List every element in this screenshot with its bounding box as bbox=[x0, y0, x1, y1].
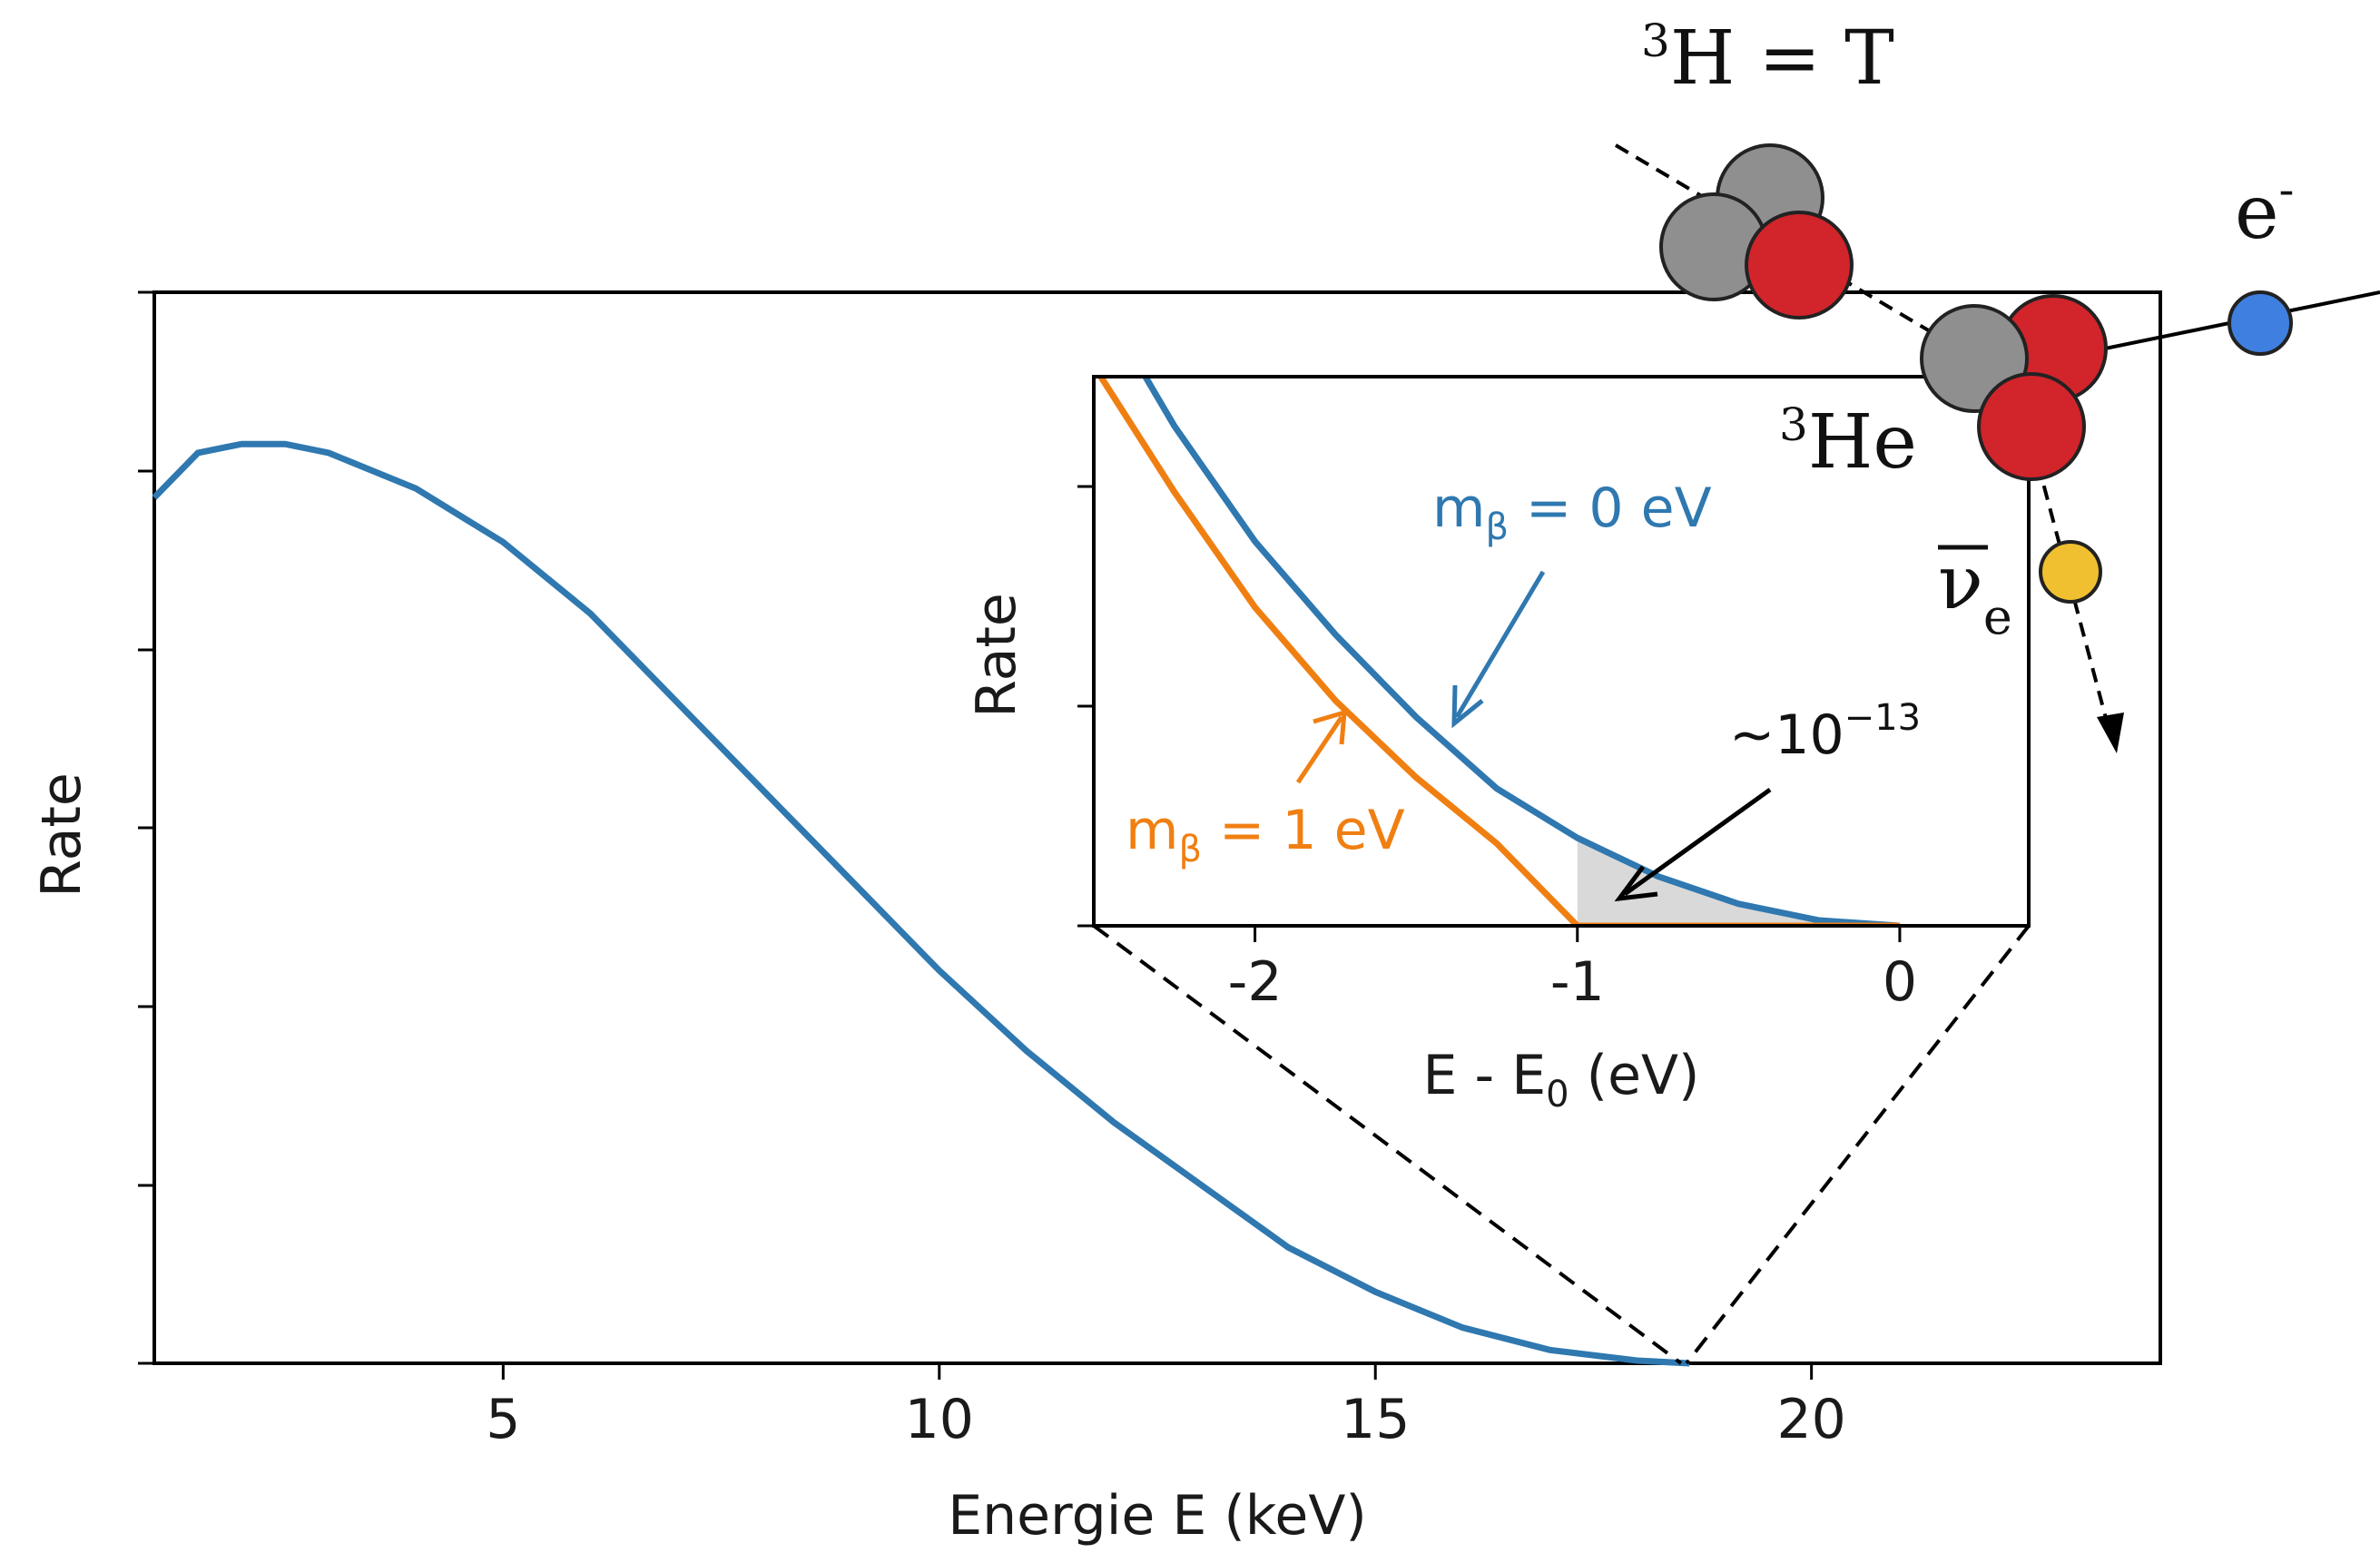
arrow-m0 bbox=[1451, 570, 1546, 729]
inset-x-tick-label: -1 bbox=[1550, 950, 1605, 1014]
zoom-line-left bbox=[1092, 924, 1683, 1365]
inset-x-axis-title: E - E0 (eV) bbox=[1423, 1044, 1700, 1116]
m1-sub: β bbox=[1178, 829, 1202, 870]
neutrino-icon bbox=[2039, 540, 2102, 604]
electron-sup: - bbox=[2279, 163, 2295, 216]
helium-label: 3He bbox=[1779, 398, 1917, 486]
annotation-label: ~10−13 bbox=[1729, 697, 1921, 767]
helium-main: He bbox=[1808, 399, 1917, 486]
inset-x-tick-label: 0 bbox=[1883, 950, 1917, 1014]
electron-path bbox=[2069, 290, 2380, 358]
inset-xlabel-main: E - E bbox=[1423, 1044, 1547, 1107]
inset-shaded-region bbox=[1577, 838, 1900, 926]
inset-y-axis-title: Rate bbox=[965, 593, 1028, 718]
main-x-tick-label: 20 bbox=[1776, 1388, 1845, 1451]
inset-frame bbox=[1092, 375, 2031, 928]
main-x-axis-title: Energie E (keV) bbox=[948, 1484, 1367, 1548]
main-y-ticks bbox=[138, 290, 154, 1365]
annotation-base: ~10 bbox=[1729, 703, 1844, 767]
inset-xlabel-sub: 0 bbox=[1546, 1074, 1569, 1116]
main-y-axis-title: Rate bbox=[30, 772, 93, 898]
neutrino-main: ν bbox=[1938, 540, 1983, 626]
main-plot: 5 10 15 20 Energie E (keV) Rate bbox=[30, 290, 2162, 1548]
zoom-line-right bbox=[1685, 924, 2031, 1365]
neutrino-label: νe bbox=[1938, 540, 2012, 645]
legend-label-m1: mβ = 1 eV bbox=[1126, 799, 1405, 870]
main-x-tick-label: 15 bbox=[1341, 1388, 1410, 1451]
main-spectrum-line bbox=[152, 440, 1690, 1367]
proton-icon bbox=[1745, 211, 1854, 319]
electron-icon bbox=[2228, 290, 2293, 356]
helium-nucleus bbox=[1920, 294, 2108, 481]
inset-line-m0 bbox=[1141, 377, 1901, 926]
inset-x-ticks: -2 -1 0 bbox=[1228, 926, 1917, 1014]
m1-m: m bbox=[1126, 799, 1178, 862]
inset-y-ticks bbox=[1077, 485, 1094, 928]
inset-x-tick-label: -2 bbox=[1228, 950, 1283, 1014]
neutrino-sub: e bbox=[1983, 588, 2012, 645]
tritium-main: H = T bbox=[1670, 15, 1894, 102]
electron-main: e bbox=[2235, 170, 2279, 256]
tritium-nucleus bbox=[1659, 143, 1854, 319]
arrow-annotation bbox=[1614, 787, 1772, 902]
helium-sup: 3 bbox=[1779, 398, 1808, 451]
main-x-tick-label: 5 bbox=[486, 1388, 520, 1451]
electron-label: e- bbox=[2235, 163, 2294, 256]
inset-background bbox=[1094, 377, 2029, 926]
inset-plot: -2 -1 0 Rate E - E0 (eV) mβ = 0 eV mβ = 1 … bbox=[965, 375, 2031, 1116]
main-x-ticks: 5 10 15 20 bbox=[486, 1363, 1846, 1451]
tritium-sup: 3 bbox=[1641, 15, 1670, 67]
proton-icon bbox=[1977, 372, 2086, 481]
main-x-tick-label: 10 bbox=[905, 1388, 974, 1451]
m1-tail: = 1 eV bbox=[1202, 799, 1405, 862]
legend-label-m0: mβ = 0 eV bbox=[1432, 477, 1712, 548]
m0-sub: β bbox=[1485, 506, 1509, 548]
decay-diagram: 3H = T 3He e- νe bbox=[1614, 15, 2380, 753]
arrow-m1 bbox=[1295, 709, 1347, 784]
inset-line-m1 bbox=[1097, 377, 1900, 926]
tritium-label: 3H = T bbox=[1641, 15, 1894, 102]
m0-m: m bbox=[1432, 477, 1485, 540]
annotation-exp: −13 bbox=[1844, 697, 1921, 739]
inset-xlabel-tail: (eV) bbox=[1569, 1044, 1700, 1107]
zoom-connector-lines bbox=[1092, 924, 2031, 1365]
neutrino-arrow-head bbox=[2097, 713, 2124, 753]
m0-tail: = 0 eV bbox=[1509, 477, 1712, 540]
